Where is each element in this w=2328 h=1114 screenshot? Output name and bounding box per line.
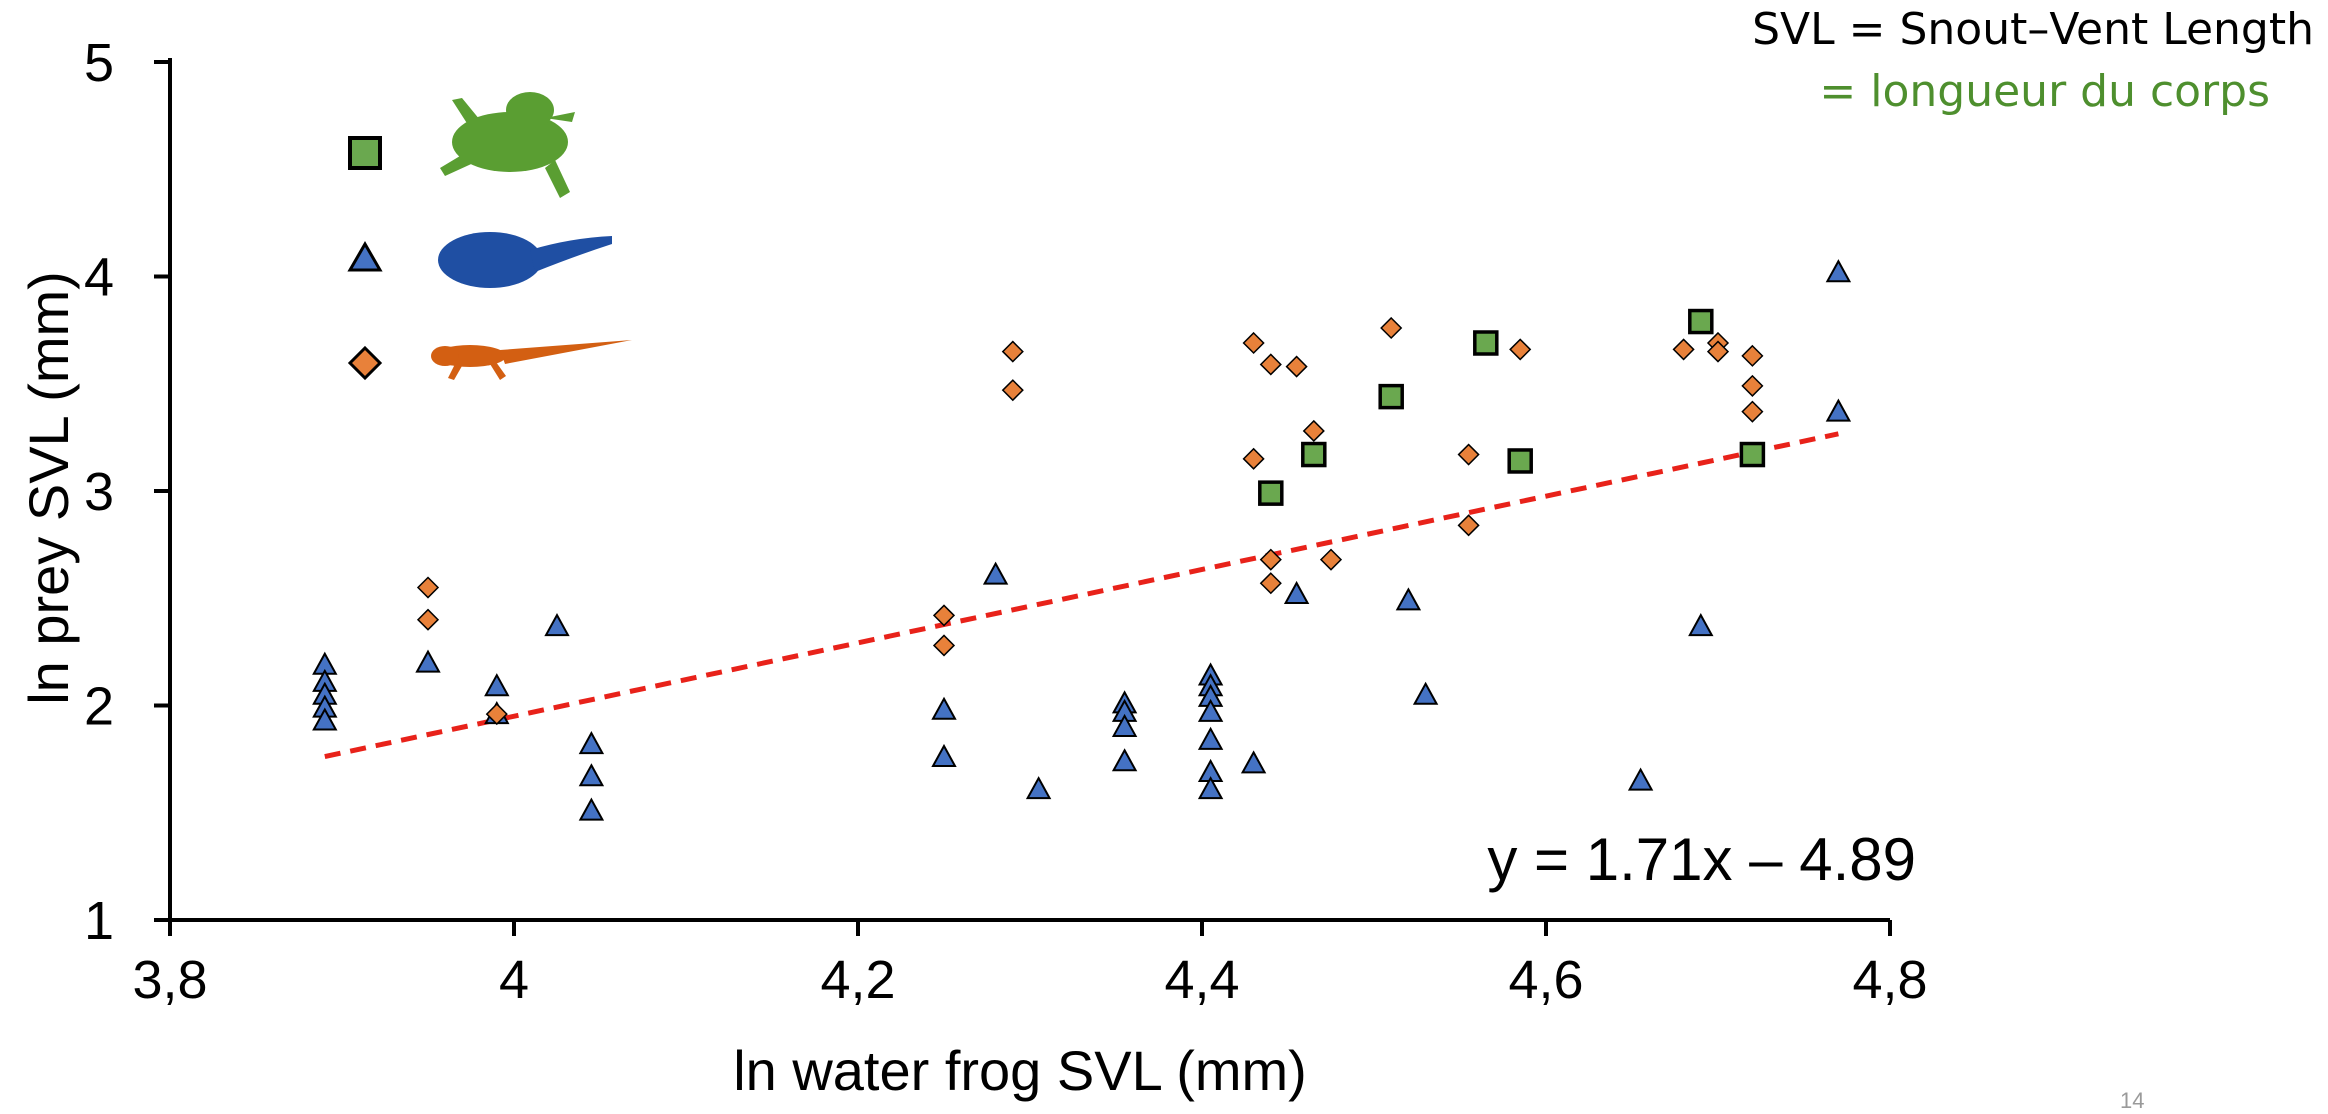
diamond-point bbox=[1672, 338, 1695, 361]
legend-triangle-marker bbox=[347, 240, 383, 272]
triangle-point bbox=[312, 707, 338, 731]
diamond-point bbox=[1001, 340, 1024, 363]
legend bbox=[347, 92, 632, 381]
triangle-point bbox=[1240, 750, 1267, 774]
page-number: 14 bbox=[2120, 1088, 2145, 1113]
square-point bbox=[1688, 308, 1714, 335]
diamond-point bbox=[485, 703, 508, 726]
diamond-point bbox=[1741, 374, 1764, 397]
svl-definition-note: SVL = Snout–Vent Length bbox=[1752, 4, 2314, 55]
x-tick-label: 4,8 bbox=[1852, 950, 1927, 1010]
diamond-point bbox=[416, 576, 440, 599]
triangle-point bbox=[931, 743, 957, 767]
trendline-equation: y = 1.71x – 4.89 bbox=[1487, 826, 1916, 893]
diamond-point bbox=[1242, 447, 1265, 470]
square-point bbox=[1378, 383, 1404, 410]
diamond-point bbox=[1259, 572, 1282, 595]
x-axis-title: ln water frog SVL (mm) bbox=[733, 1039, 1307, 1102]
y-tick-label: 3 bbox=[84, 462, 114, 522]
diamond-point bbox=[1319, 548, 1343, 571]
triangle-point bbox=[1825, 259, 1852, 283]
diamond-point bbox=[1259, 548, 1282, 571]
diamond-point bbox=[932, 634, 956, 657]
triangle-point bbox=[415, 649, 441, 673]
diamond-point bbox=[1259, 353, 1282, 376]
triangle-point bbox=[1197, 776, 1224, 800]
triangle-point bbox=[1111, 748, 1138, 772]
triangle-point bbox=[578, 763, 605, 787]
triangle-point bbox=[1283, 580, 1310, 604]
triangle-point bbox=[1111, 713, 1138, 737]
diamond-point bbox=[1457, 443, 1480, 466]
y-axis-title: ln prey SVL (mm) bbox=[17, 271, 80, 705]
triangle-point bbox=[1025, 776, 1052, 800]
diamond-point bbox=[1242, 331, 1265, 355]
data-points bbox=[312, 259, 1852, 821]
diamond-point bbox=[932, 604, 956, 627]
legend-square-marker bbox=[348, 136, 382, 170]
diamond-point bbox=[1457, 514, 1480, 537]
triangle-point bbox=[1825, 398, 1852, 422]
triangle-point bbox=[1688, 613, 1714, 637]
diamond-point bbox=[1380, 316, 1403, 340]
x-tick-label: 4,6 bbox=[1508, 950, 1583, 1010]
axis-ticks: 3,8 4 4,2 4,4 4,6 4,8 1 2 3 4 5 bbox=[84, 33, 1928, 1010]
x-tick-label: 4 bbox=[499, 950, 529, 1010]
triangle-point bbox=[1412, 681, 1439, 705]
y-tick-label: 4 bbox=[84, 248, 114, 308]
square-point bbox=[1507, 448, 1533, 474]
diamond-point bbox=[1741, 344, 1764, 367]
square-point bbox=[1258, 480, 1284, 506]
triangle-point bbox=[982, 561, 1009, 585]
newt-silhouette-icon bbox=[431, 340, 632, 380]
diamond-point bbox=[1706, 340, 1730, 363]
diamond-point bbox=[1509, 338, 1532, 361]
diamond-point bbox=[1302, 419, 1325, 443]
triangle-point bbox=[1197, 726, 1224, 750]
triangle-point bbox=[578, 731, 605, 755]
frog-silhouette-icon bbox=[440, 92, 575, 198]
square-point bbox=[1739, 441, 1766, 468]
triangle-point bbox=[578, 797, 605, 821]
triangle-point bbox=[1395, 587, 1422, 611]
square-point bbox=[1473, 330, 1499, 356]
trendline-group bbox=[324, 431, 1839, 760]
triangle-point bbox=[931, 696, 957, 720]
svl-french-translation-note: = longueur du corps bbox=[1819, 66, 2270, 117]
triangle-point bbox=[484, 673, 510, 697]
y-tick-label: 5 bbox=[84, 33, 114, 93]
x-tick-label: 3,8 bbox=[132, 950, 207, 1010]
trendline bbox=[324, 431, 1839, 760]
triangle-point bbox=[1627, 767, 1654, 791]
y-tick-label: 1 bbox=[84, 891, 114, 951]
triangle-point bbox=[544, 613, 570, 637]
legend-diamond-marker bbox=[347, 345, 383, 381]
x-tick-label: 4,2 bbox=[820, 950, 895, 1010]
diamond-point bbox=[1741, 400, 1764, 423]
square-point bbox=[1301, 441, 1327, 468]
diamond-point bbox=[1285, 355, 1308, 378]
triangle-point bbox=[1197, 698, 1224, 722]
x-tick-label: 4,4 bbox=[1164, 950, 1239, 1010]
diamond-point bbox=[1001, 379, 1024, 402]
y-tick-label: 2 bbox=[84, 677, 114, 737]
diamond-point bbox=[416, 608, 440, 631]
tadpole-silhouette-icon bbox=[438, 232, 612, 288]
